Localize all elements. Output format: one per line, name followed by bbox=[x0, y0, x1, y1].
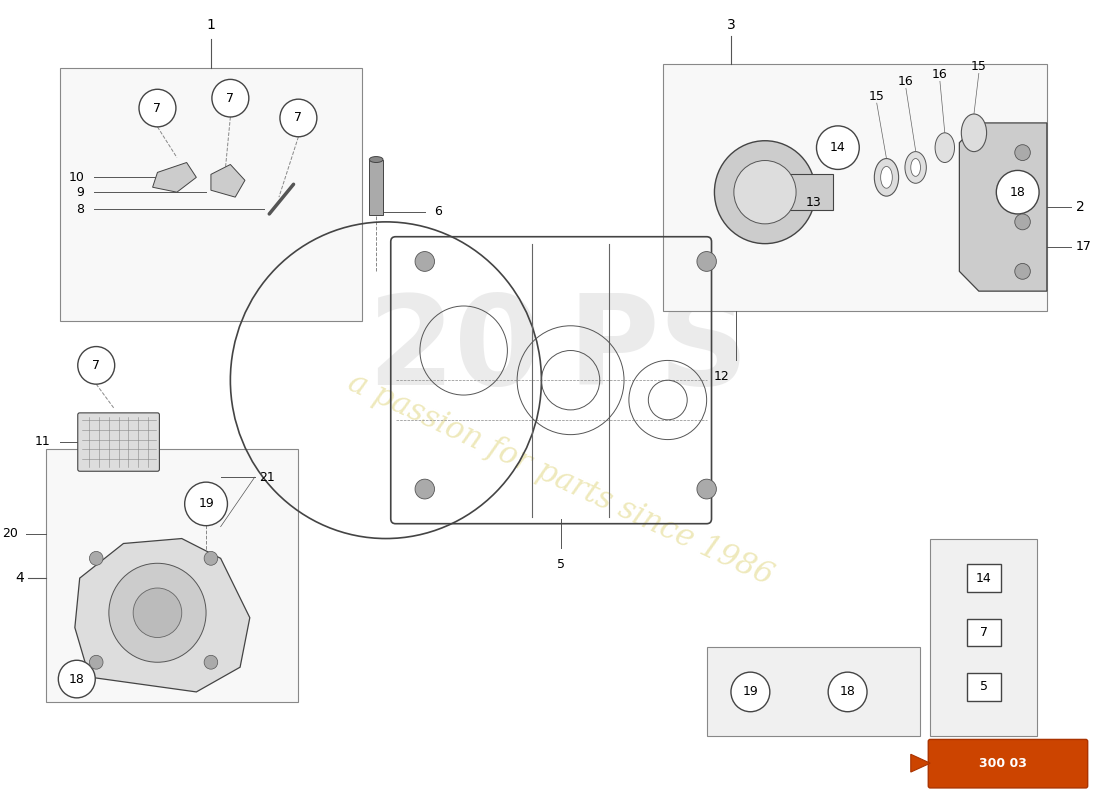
FancyBboxPatch shape bbox=[928, 739, 1088, 788]
Text: 19: 19 bbox=[198, 498, 213, 510]
Circle shape bbox=[1015, 145, 1031, 161]
FancyBboxPatch shape bbox=[78, 413, 160, 471]
Text: 5: 5 bbox=[557, 558, 565, 571]
Text: 17: 17 bbox=[1076, 240, 1092, 253]
Circle shape bbox=[205, 551, 218, 566]
Text: 13: 13 bbox=[805, 195, 822, 209]
Ellipse shape bbox=[874, 158, 899, 196]
Text: 18: 18 bbox=[839, 686, 856, 698]
Text: 7: 7 bbox=[92, 359, 100, 372]
Text: 15: 15 bbox=[869, 90, 884, 103]
Circle shape bbox=[58, 660, 96, 698]
Circle shape bbox=[205, 655, 218, 669]
Text: 16: 16 bbox=[932, 68, 948, 82]
Circle shape bbox=[997, 170, 1040, 214]
Text: 10: 10 bbox=[68, 171, 85, 184]
Circle shape bbox=[89, 551, 103, 566]
Ellipse shape bbox=[881, 166, 892, 188]
Polygon shape bbox=[153, 162, 196, 192]
Bar bbox=[967, 673, 1001, 701]
Circle shape bbox=[185, 482, 228, 526]
Text: 14: 14 bbox=[976, 572, 991, 585]
Text: 8: 8 bbox=[77, 202, 85, 215]
Text: PS: PS bbox=[568, 290, 749, 411]
Text: 300 03: 300 03 bbox=[979, 757, 1027, 770]
Text: 16: 16 bbox=[898, 75, 914, 88]
Bar bbox=[967, 618, 1001, 646]
Text: 4: 4 bbox=[15, 571, 24, 585]
Text: 1: 1 bbox=[207, 18, 216, 32]
Polygon shape bbox=[211, 165, 245, 197]
Circle shape bbox=[212, 79, 249, 117]
Ellipse shape bbox=[911, 158, 921, 176]
Text: a passion for parts since 1986: a passion for parts since 1986 bbox=[343, 366, 779, 591]
Circle shape bbox=[139, 90, 176, 127]
Text: 15: 15 bbox=[971, 61, 987, 74]
Text: 20: 20 bbox=[367, 290, 541, 411]
Circle shape bbox=[816, 126, 859, 170]
Polygon shape bbox=[911, 754, 931, 772]
Circle shape bbox=[109, 563, 206, 662]
Text: 19: 19 bbox=[742, 686, 758, 698]
Circle shape bbox=[697, 251, 716, 271]
Bar bbox=[764, 174, 833, 210]
Bar bbox=[663, 63, 1047, 311]
Ellipse shape bbox=[370, 157, 383, 162]
Bar bbox=[370, 159, 383, 215]
Circle shape bbox=[1015, 263, 1031, 279]
Text: 21: 21 bbox=[260, 470, 275, 484]
Ellipse shape bbox=[961, 114, 987, 152]
Circle shape bbox=[714, 141, 815, 244]
Circle shape bbox=[89, 655, 103, 669]
Text: 11: 11 bbox=[35, 435, 51, 448]
Polygon shape bbox=[959, 123, 1047, 291]
Bar bbox=[967, 564, 1001, 592]
Text: 9: 9 bbox=[77, 186, 85, 198]
Text: 14: 14 bbox=[830, 141, 846, 154]
Circle shape bbox=[734, 161, 796, 224]
Text: 7: 7 bbox=[980, 626, 988, 639]
Circle shape bbox=[415, 251, 434, 271]
Circle shape bbox=[697, 479, 716, 499]
Text: 7: 7 bbox=[227, 92, 234, 105]
Text: 5: 5 bbox=[980, 681, 988, 694]
Bar bbox=[60, 69, 362, 321]
Text: 12: 12 bbox=[714, 370, 729, 383]
Circle shape bbox=[1015, 214, 1031, 230]
Text: 3: 3 bbox=[727, 18, 735, 32]
Circle shape bbox=[828, 672, 867, 712]
Ellipse shape bbox=[935, 133, 955, 162]
Polygon shape bbox=[75, 538, 250, 692]
Circle shape bbox=[78, 346, 114, 384]
Text: 18: 18 bbox=[69, 673, 85, 686]
Text: 6: 6 bbox=[434, 206, 442, 218]
Circle shape bbox=[133, 588, 182, 638]
Text: 18: 18 bbox=[1010, 186, 1025, 198]
Bar bbox=[931, 538, 1037, 737]
Circle shape bbox=[415, 479, 434, 499]
Ellipse shape bbox=[905, 152, 926, 183]
Circle shape bbox=[732, 672, 770, 712]
Circle shape bbox=[279, 99, 317, 137]
Text: 7: 7 bbox=[154, 102, 162, 114]
Text: 7: 7 bbox=[295, 111, 302, 125]
Text: 2: 2 bbox=[1076, 200, 1085, 214]
Text: 20: 20 bbox=[2, 527, 19, 540]
Bar bbox=[46, 450, 298, 702]
Bar bbox=[706, 647, 921, 737]
